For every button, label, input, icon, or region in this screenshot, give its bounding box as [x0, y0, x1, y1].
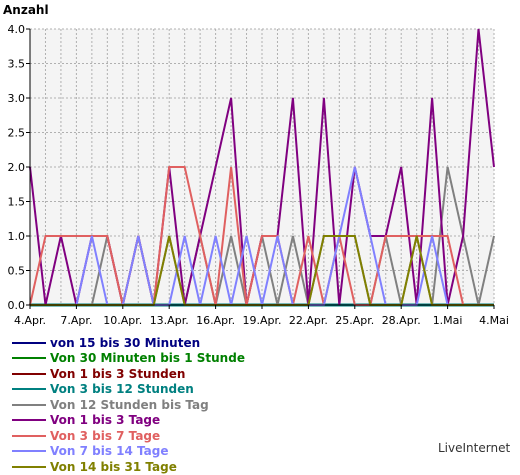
legend-swatch — [12, 465, 46, 468]
legend-swatch — [12, 403, 46, 406]
x-tick-label: 10.Apr. — [103, 314, 142, 327]
legend-item: von 15 bis 30 Minuten — [12, 335, 245, 351]
legend-item: Von 30 Minuten bis 1 Stunde — [12, 351, 245, 367]
legend-label: Von 3 bis 7 Tage — [50, 428, 161, 443]
x-tick-label: 22.Apr. — [289, 314, 328, 327]
y-tick-label: 2.0 — [8, 161, 26, 174]
y-tick-label: 4.0 — [8, 23, 26, 36]
legend-item: Von 14 bis 31 Tage — [12, 459, 245, 475]
legend-label: Von 14 bis 31 Tage — [50, 459, 177, 474]
legend-item: Von 3 bis 12 Stunden — [12, 382, 245, 398]
legend-swatch — [12, 372, 46, 375]
x-tick-label: 13.Apr. — [150, 314, 189, 327]
x-tick-label: 25.Apr. — [335, 314, 374, 327]
x-tick-label: 16.Apr. — [196, 314, 235, 327]
legend-label: Von 30 Minuten bis 1 Stunde — [50, 351, 245, 366]
x-tick-label: 7.Apr. — [60, 314, 92, 327]
legend-swatch — [12, 434, 46, 437]
x-tick-label: 28.Apr. — [382, 314, 421, 327]
y-axis-label: Anzahl — [3, 3, 49, 17]
x-tick-label: 1.Mai — [433, 314, 463, 327]
legend-label: Von 7 bis 14 Tage — [50, 444, 169, 459]
legend-item: Von 3 bis 7 Tage — [12, 428, 245, 444]
x-tick-label: 4.Apr. — [14, 314, 46, 327]
legend-item: Von 7 bis 14 Tage — [12, 444, 245, 460]
watermark: LiveInternet — [438, 441, 511, 455]
legend-label: von 15 bis 30 Minuten — [50, 335, 201, 350]
y-tick-label: 2.5 — [8, 127, 26, 140]
y-tick-label: 3.5 — [8, 58, 26, 71]
legend-item: Von 1 bis 3 Stunden — [12, 366, 245, 382]
tick-labels: 0.0 0.5 1.0 1.5 2.0 2.5 3.0 3.5 4.0 4.Apr. 7.Apr. 1… — [8, 23, 509, 327]
legend-label: Von 1 bis 3 Tage — [50, 413, 161, 428]
x-tick-label: 19.Apr. — [242, 314, 281, 327]
y-tick-label: 3.0 — [8, 92, 26, 105]
legend-swatch — [12, 388, 46, 391]
legend-label: Von 12 Stunden bis Tag — [50, 397, 209, 412]
legend-label: Von 3 bis 12 Stunden — [50, 382, 194, 397]
line-chart: Anzahl 0.0 0.5 1.0 1.5 2.0 2.5 3.0 3.5 4.0 4.Apr.… — [3, 3, 509, 327]
legend-item: Von 1 bis 3 Tage — [12, 413, 245, 429]
y-tick-label: 0.5 — [8, 265, 26, 278]
legend-swatch — [12, 357, 46, 360]
legend: von 15 bis 30 Minuten Von 30 Minuten bis … — [12, 335, 245, 475]
legend-label: Von 1 bis 3 Stunden — [50, 366, 186, 381]
legend-swatch — [12, 341, 46, 344]
legend-item: Von 12 Stunden bis Tag — [12, 397, 245, 413]
x-tick-label: 4.Mai — [479, 314, 509, 327]
y-tick-label: 1.0 — [8, 230, 26, 243]
legend-swatch — [12, 450, 46, 453]
y-tick-label: 0.0 — [8, 299, 26, 312]
y-tick-label: 1.5 — [8, 196, 26, 209]
legend-swatch — [12, 419, 46, 422]
